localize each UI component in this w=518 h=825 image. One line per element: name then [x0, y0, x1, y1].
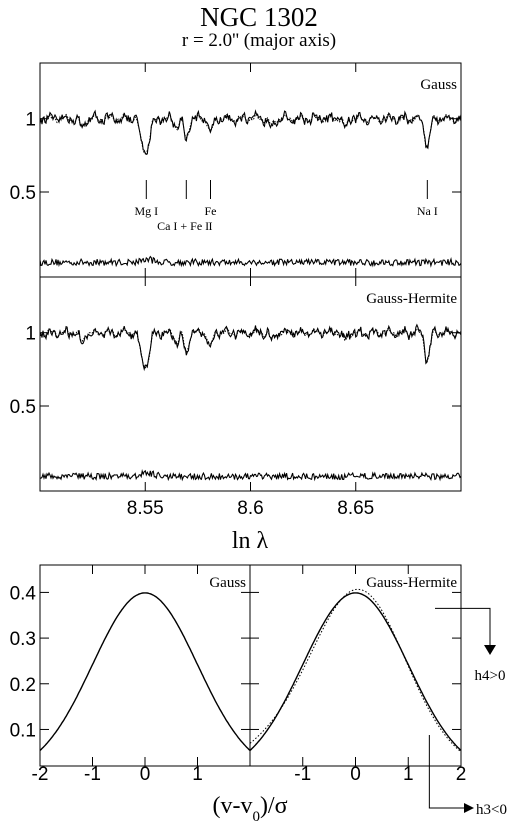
h4-arrow-line — [435, 607, 491, 645]
line-label: I — [209, 219, 213, 233]
y-tick-label: 0.5 — [10, 397, 36, 418]
y-tick-label: 1 — [25, 324, 36, 345]
y-tick-label: 1 — [25, 110, 36, 131]
x-tick-label: -1 — [294, 764, 311, 785]
figure-title: NGC 1302 — [200, 2, 318, 32]
panel-frame — [39, 276, 462, 492]
axis-label-part: (v-v — [212, 793, 252, 819]
h3-label: h3<0 — [476, 802, 507, 818]
x-tick-label: 0 — [140, 764, 151, 785]
y-tick-label: 0.1 — [10, 720, 36, 741]
y-tick-label: 0.3 — [10, 629, 36, 650]
x-tick-label: -2 — [32, 764, 49, 785]
panel-frame — [39, 62, 462, 278]
line-label: Mg I — [134, 204, 158, 218]
axis-label-part: )/σ — [260, 793, 288, 819]
panel-label: Gauss-Hermite — [366, 291, 457, 307]
spectrum-panel-gauss-hermite: 0.5 1 Gauss-Hermite 8.55 8.6 8.65 — [10, 276, 462, 519]
x-tick-label: 0 — [350, 764, 361, 785]
panel-label: Gauss — [209, 575, 246, 591]
x-tick-label: 2 — [456, 764, 467, 785]
losvd-curve — [39, 592, 251, 752]
losvd-panel-gauss: 0.1 0.2 0.3 0.4 -2 -1 0 1 Gauss — [10, 564, 251, 785]
residual-line — [39, 469, 462, 482]
y-tick-label: 0.4 — [10, 583, 37, 604]
h4-arrow-head — [484, 645, 496, 655]
x-tick-label: 8.6 — [237, 498, 263, 519]
y-tick-label: 0.5 — [10, 183, 36, 204]
figure-subtitle: r = 2.0'' (major axis) — [181, 30, 337, 51]
panel-label: Gauss-Hermite — [366, 575, 457, 591]
line-label: Ca I + Fe I — [157, 219, 209, 233]
galaxy-spectrum-line — [39, 323, 462, 372]
h4-label: h4>0 — [475, 668, 506, 684]
moment-annotations: h4>0 h3<0 — [428, 607, 507, 818]
line-label: Fe — [205, 204, 217, 218]
x-tick-label: 1 — [192, 764, 203, 785]
spectrum-x-axis-label: ln λ — [232, 528, 269, 554]
line-label: Na I — [417, 204, 438, 218]
panel-frame — [39, 564, 251, 767]
losvd-x-axis-label: (v-v0)/σ — [212, 793, 287, 825]
x-tick-label: 8.65 — [337, 498, 374, 519]
residual-line — [39, 255, 462, 268]
losvd-panel-gauss-hermite: -1 0 1 2 Gauss-Hermite — [249, 564, 467, 785]
panel-label: Gauss — [420, 77, 457, 93]
galaxy-spectrum-line — [39, 109, 462, 155]
h3-arrow-head — [464, 803, 474, 813]
y-tick-label: 0.2 — [10, 675, 36, 696]
h3-arrow-line — [428, 735, 464, 809]
x-tick-label: 1 — [403, 764, 414, 785]
subscript: 0 — [252, 809, 260, 825]
x-tick-label: 8.55 — [127, 498, 164, 519]
losvd-curve — [249, 592, 462, 752]
gauss-hermite-curve — [249, 588, 462, 753]
x-tick-label: -1 — [84, 764, 101, 785]
